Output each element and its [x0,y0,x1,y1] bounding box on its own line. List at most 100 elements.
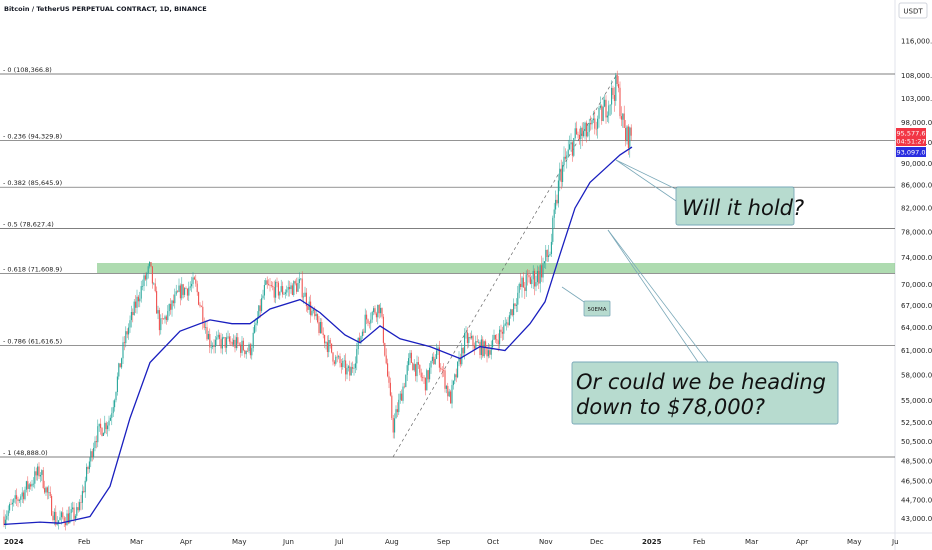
candle-body [45,487,47,493]
candle-body [207,334,209,340]
candle-body [402,386,404,401]
candle-body [497,340,499,345]
candle-body [191,283,193,287]
ema-tag-box: 50EMA [561,286,611,317]
candle-body [385,355,387,364]
candle-body [143,275,145,286]
candle-body [611,87,613,105]
candle-body [510,309,512,316]
candle-body [410,352,412,363]
candle-body [80,502,82,503]
time-axis[interactable]: 2024 Feb Mar Apr May Jun Jul Aug Sep Oct Nov Dec 202… [4,538,899,546]
candle-body [513,303,515,316]
candle-body [83,491,85,493]
candle-body [438,347,440,368]
candle-body [27,481,29,489]
candle-body [6,515,8,520]
time-tick-label: Feb [693,538,706,546]
candle-body [59,517,61,521]
currency-button[interactable]: USDT [898,2,928,19]
candle-body [382,316,384,343]
candle-body [284,292,286,294]
ema-tag-label: 50EMA [588,307,607,313]
candle-body [370,319,372,324]
candle-body [566,155,568,159]
candle-body [48,492,50,493]
candle-body [294,281,296,284]
candle-body [564,156,566,159]
candle-body [451,385,453,404]
candle-body [559,168,561,181]
candle-body [16,495,18,500]
candle-body [244,350,246,355]
time-tick-label: Feb [78,538,91,546]
candle-body [503,325,505,334]
candle-body [44,488,46,493]
candle-body [457,361,459,378]
candle-body [471,335,473,339]
candle-body [482,339,484,357]
candle-body [557,180,559,204]
price-tick-label: 61,000.0 [901,347,932,355]
candle-body [293,281,295,295]
candle-body [319,322,321,333]
candle-body [268,284,270,286]
candle-body [282,286,284,295]
candle-body [605,99,607,118]
candle-body [121,358,123,368]
candle-body [335,356,337,364]
candle-body [237,337,239,344]
candle-body [440,367,442,370]
candle-body [189,286,191,288]
price-tick-label: 55,000.0 [901,397,932,405]
candle-body [340,363,342,367]
chart-title: Bitcoin / TetherUS PERPETUAL CONTRACT, 1… [4,5,207,13]
candle-body [132,312,134,316]
candle-body [241,340,243,353]
candle-body [283,293,285,295]
candle-body [142,286,144,287]
candles [3,70,632,531]
candle-body [279,291,281,296]
candle-body [261,298,263,312]
time-tick-label: May [847,538,861,546]
candle-body [56,522,58,525]
candle-body [262,295,264,299]
candle-body [199,304,201,307]
candle-body [518,283,520,293]
candle-body [65,522,67,526]
candle-body [220,339,222,349]
time-tick-label: Ju [891,538,899,546]
candle-body [413,364,415,371]
candle-body [336,356,338,358]
candle-body [347,366,349,368]
candle-body [226,337,228,348]
candle-body [532,270,534,280]
candle-body [517,292,519,305]
candle-body [94,441,96,448]
callout-heading-down[interactable]: Or could we be heading down to $78,000? [571,229,839,425]
support-zone[interactable] [97,263,895,273]
candle-body [443,370,445,371]
candle-body [20,496,22,500]
candle-body [111,413,113,418]
candle-body [476,341,478,343]
candle-body [179,285,181,299]
candle-body [587,132,589,137]
candle-body [424,377,426,391]
price-tick-label: 103,000.0 [901,95,932,103]
candle-body [630,127,632,136]
candle-body [569,144,571,150]
candle-body [24,489,26,500]
candle-body [112,407,114,414]
candle-body [560,168,562,182]
candle-body [188,287,190,296]
candle-body [177,291,179,292]
candle-body [433,356,435,365]
candle-body [37,466,39,476]
candle-body [357,337,359,350]
callout-will-it-hold[interactable]: Will it hold? [615,159,804,226]
time-tick-label: Nov [539,538,553,546]
